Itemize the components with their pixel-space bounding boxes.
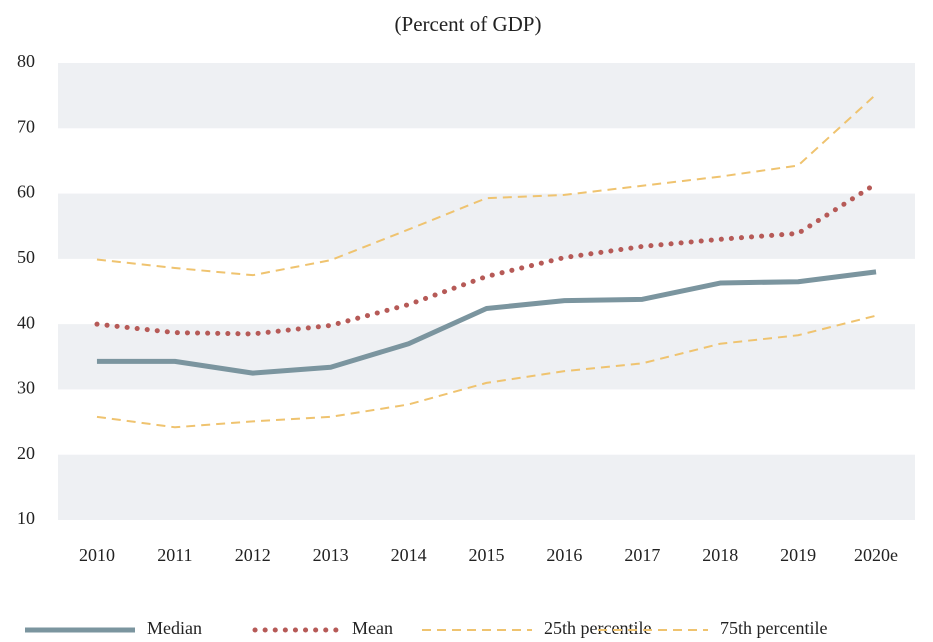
series-line xyxy=(94,181,879,337)
series-line xyxy=(96,314,877,429)
y-tick-label: 80 xyxy=(17,51,35,71)
x-tick-label: 2012 xyxy=(235,545,271,565)
grid-band xyxy=(58,193,915,259)
x-tick-label: 2014 xyxy=(391,545,427,565)
legend-label: 25th percentile xyxy=(544,618,651,638)
y-tick-label: 30 xyxy=(17,378,35,398)
x-tick-label: 2020e xyxy=(854,545,898,565)
x-tick-label: 2019 xyxy=(780,545,816,565)
x-tick-label: 2017 xyxy=(624,545,660,565)
y-tick-label: 70 xyxy=(17,116,35,136)
x-tick-label: 2016 xyxy=(546,545,582,565)
x-tick-label: 2010 xyxy=(79,545,115,565)
x-tick-label: 2018 xyxy=(702,545,738,565)
y-tick-label: 40 xyxy=(17,312,35,332)
x-tick-label: 2011 xyxy=(157,545,192,565)
x-tick-label: 2013 xyxy=(313,545,349,565)
y-tick-label: 60 xyxy=(17,182,35,202)
grid-band xyxy=(58,454,915,520)
grid-band xyxy=(58,63,915,129)
y-tick-label: 10 xyxy=(17,508,35,528)
legend-label: Mean xyxy=(352,618,393,638)
series-line xyxy=(96,269,877,376)
x-tick-label: 2015 xyxy=(469,545,505,565)
y-tick-label: 50 xyxy=(17,247,35,267)
series-line xyxy=(96,93,877,277)
grid-band xyxy=(58,324,915,390)
legend-label: 75th percentile xyxy=(720,618,827,638)
legend-label: Median xyxy=(147,618,202,638)
chart-subtitle: (Percent of GDP) xyxy=(395,12,542,36)
y-tick-label: 20 xyxy=(17,443,35,463)
